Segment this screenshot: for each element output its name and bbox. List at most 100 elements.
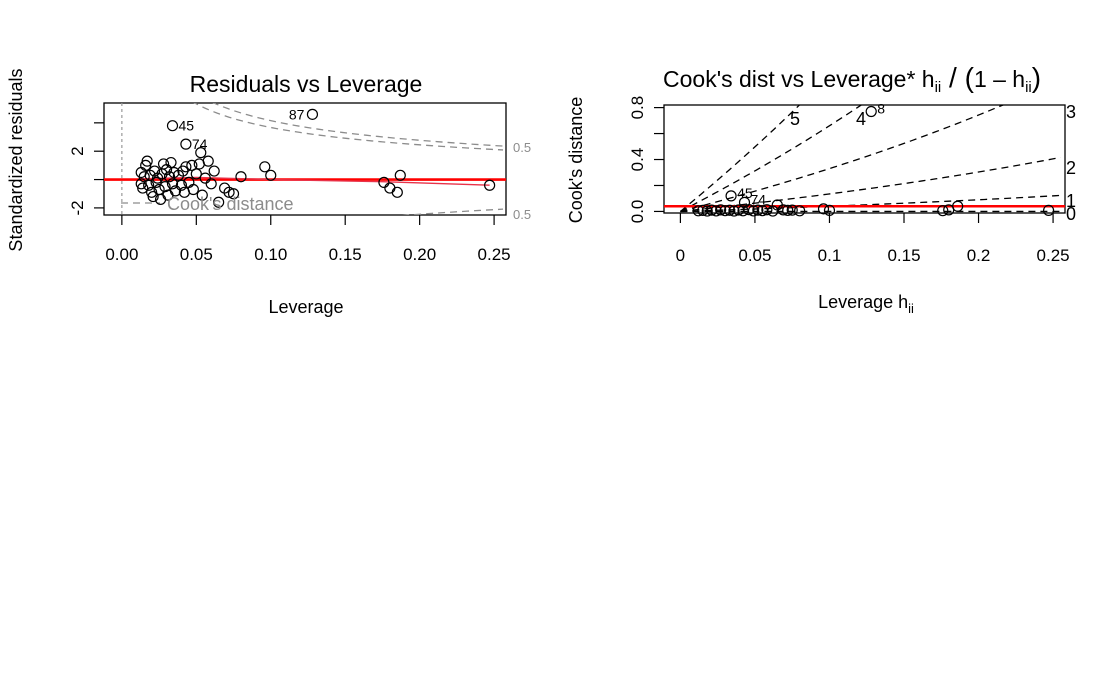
left-data-point <box>223 186 235 198</box>
right-data-point <box>786 204 798 216</box>
right-data-point <box>743 204 755 216</box>
right-x-tick-label: 0.15 <box>887 246 920 265</box>
contour-label-5: 5 <box>790 109 800 129</box>
right-data-point <box>943 204 955 216</box>
left-data-point <box>378 176 390 188</box>
left-data-point <box>394 169 406 181</box>
left-data-point <box>180 138 192 150</box>
left-plot-title: Residuals vs Leverage <box>190 71 423 97</box>
left-data-point <box>306 108 319 120</box>
left-data-point <box>384 182 396 194</box>
left-data-point <box>166 120 179 132</box>
left-data-point <box>187 183 199 196</box>
left-data-point <box>190 168 202 180</box>
left-x-tick-label: 0.25 <box>478 245 511 264</box>
right-data-point <box>728 205 740 217</box>
right-plot-title: Cook's dist vs Leverage* hii / (1 – hii) <box>663 62 1041 96</box>
left-data-point <box>195 147 207 159</box>
left-data-point <box>147 190 159 203</box>
cook-contour-upper <box>193 103 504 151</box>
left-x-tick-label: 0.20 <box>403 245 436 264</box>
right-x-tick-label: 0 <box>676 246 685 265</box>
right-point-label: 45 <box>737 185 753 201</box>
right-x-tick-label: 0.25 <box>1037 246 1070 265</box>
left-data-point <box>213 196 225 208</box>
right-x-axis-title: Leverage hii <box>818 292 914 316</box>
right-data-point <box>725 190 737 202</box>
contour-label-1: 1 <box>1066 191 1076 211</box>
cook-contour-label-lower: 0.5 <box>513 207 531 222</box>
left-y-tick-label: 2 <box>68 146 87 155</box>
left-data-point <box>265 169 277 181</box>
left-data-point <box>208 165 220 177</box>
residuals-vs-leverage-plot: Residuals vs Leverage Leverage Standardi… <box>6 68 531 317</box>
right-data-point <box>747 205 760 217</box>
left-data-point <box>196 189 208 201</box>
left-data-point <box>180 161 192 173</box>
cook-contour-upper-outer <box>212 103 504 147</box>
right-data-point <box>782 204 794 217</box>
right-y-tick-label: 0.0 <box>628 200 647 224</box>
left-data-point <box>165 156 177 169</box>
right-data-point <box>701 205 713 217</box>
right-data-point <box>706 204 718 216</box>
contour-label-0: 0 <box>1066 204 1076 224</box>
left-data-point <box>391 186 403 198</box>
left-plot-frame <box>103 102 507 216</box>
left-data-point <box>484 179 496 191</box>
right-x-tick-label: 0.2 <box>967 246 991 265</box>
right-y-tick-label: 0.4 <box>628 148 647 172</box>
left-data-point <box>137 182 149 194</box>
left-x-tick-label: 0.05 <box>180 245 213 264</box>
cooks-dist-vs-leverage-plot: Cook's dist vs Leverage* hii / (1 – hii)… <box>566 62 1076 316</box>
right-data-point <box>777 204 789 216</box>
right-data-point <box>817 203 830 215</box>
left-data-point <box>186 159 198 171</box>
right-x-tick-label: 0.1 <box>818 246 842 265</box>
contour-2-line <box>680 156 1061 213</box>
left-data-point <box>227 188 240 200</box>
right-data-point <box>794 205 806 217</box>
left-data-point <box>141 155 153 167</box>
left-data-point <box>157 158 170 170</box>
left-data-point <box>175 179 188 191</box>
left-data-point <box>235 171 247 183</box>
left-smooth-line <box>139 176 490 186</box>
right-data-point <box>937 205 949 217</box>
right-data-point <box>823 204 836 217</box>
right-point-label: 74 <box>750 191 766 207</box>
left-data-point <box>205 178 217 190</box>
cooks-distance-legend-text: Cook's distance <box>167 194 294 214</box>
left-data-point <box>169 185 182 197</box>
left-data-point <box>202 155 214 167</box>
right-y-axis-title: Cook's distance <box>566 97 586 224</box>
left-point-label: 87 <box>289 106 305 122</box>
right-data-point <box>692 205 704 217</box>
right-point-label: 8 <box>877 100 885 116</box>
left-data-point <box>166 178 179 190</box>
right-plot-area <box>664 105 1065 213</box>
contour-4-line <box>680 105 863 213</box>
right-data-point <box>697 204 709 217</box>
contour-label-3: 3 <box>1066 102 1076 122</box>
left-data-point <box>199 172 211 184</box>
cook-contour-lower <box>401 208 504 215</box>
left-x-tick-label: 0.15 <box>329 245 362 264</box>
right-data-point <box>865 105 877 118</box>
contour-label-4: 4 <box>856 109 866 129</box>
left-x-axis-title: Leverage <box>268 297 343 317</box>
cook-contour-label-upper: 0.5 <box>513 140 531 155</box>
right-data-point <box>715 204 727 216</box>
right-data-point <box>761 204 773 216</box>
left-data-point <box>138 171 150 183</box>
left-x-tick-label: 0.00 <box>105 245 138 264</box>
left-data-point <box>259 161 271 173</box>
right-data-point <box>723 204 736 216</box>
left-point-label: 45 <box>178 118 194 134</box>
right-y-tick-label: 0.8 <box>628 96 647 120</box>
contour-3-line <box>680 105 1005 213</box>
left-data-point <box>149 165 161 177</box>
contour-5-line <box>679 105 801 212</box>
right-data-point <box>752 204 764 216</box>
